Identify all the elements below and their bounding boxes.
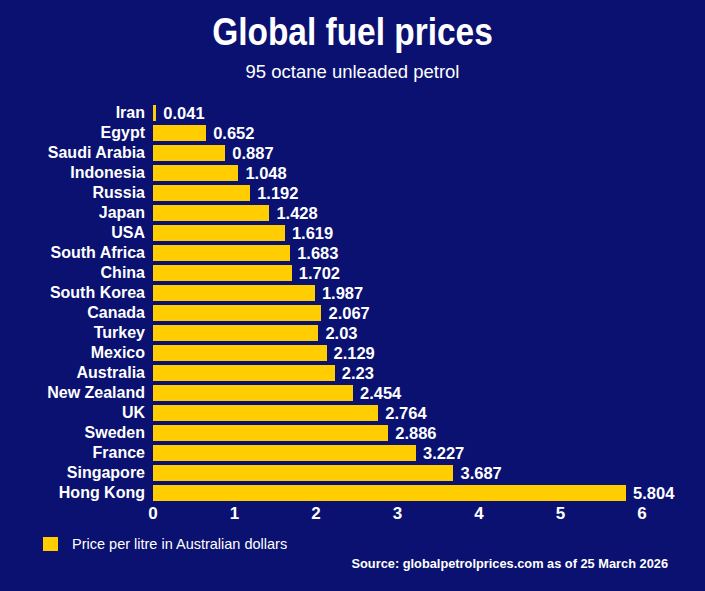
bar-row: New Zealand 2.454 bbox=[0, 383, 705, 403]
x-tick-label: 6 bbox=[637, 504, 646, 524]
x-tick-label: 0 bbox=[148, 504, 157, 524]
value-label: 2.03 bbox=[325, 324, 357, 343]
bar-row: Russia 1.192 bbox=[0, 183, 705, 203]
chart-title: Global fuel prices bbox=[42, 11, 662, 54]
value-label: 5.804 bbox=[633, 484, 674, 503]
bar-row: Sweden 2.886 bbox=[0, 423, 705, 443]
category-label: New Zealand bbox=[0, 384, 153, 402]
value-label: 3.227 bbox=[423, 444, 464, 463]
bar-row: Iran 0.041 bbox=[0, 103, 705, 123]
bar-row: Egypt 0.652 bbox=[0, 123, 705, 143]
category-label: France bbox=[0, 444, 153, 462]
legend: Price per litre in Australian dollars bbox=[43, 536, 287, 552]
chart-page: Global fuel prices 95 octane unleaded pe… bbox=[0, 0, 705, 591]
category-label: Egypt bbox=[0, 124, 153, 142]
value-label: 2.764 bbox=[385, 404, 426, 423]
legend-label: Price per litre in Australian dollars bbox=[72, 536, 287, 552]
category-label: Saudi Arabia bbox=[0, 144, 153, 162]
category-label: Turkey bbox=[0, 324, 153, 342]
category-label: China bbox=[0, 264, 153, 282]
bar bbox=[153, 125, 206, 141]
bar-chart: Iran0.041Egypt0.652Saudi Arabia0.887Indo… bbox=[0, 103, 705, 503]
bar bbox=[153, 305, 321, 321]
bar-row: USA 1.619 bbox=[0, 223, 705, 243]
legend-swatch-icon bbox=[43, 537, 58, 551]
bar-row: South Korea 1.987 bbox=[0, 283, 705, 303]
value-label: 0.652 bbox=[213, 124, 254, 143]
value-label: 1.048 bbox=[245, 164, 286, 183]
bar bbox=[153, 405, 378, 421]
x-tick-label: 2 bbox=[311, 504, 320, 524]
bar bbox=[153, 285, 315, 301]
value-label: 0.887 bbox=[232, 144, 273, 163]
bar bbox=[153, 445, 416, 461]
value-label: 3.687 bbox=[460, 464, 501, 483]
bar bbox=[153, 425, 388, 441]
chart-subtitle: 95 octane unleaded petrol bbox=[0, 61, 705, 83]
bar-row: Canada 2.067 bbox=[0, 303, 705, 323]
value-label: 0.041 bbox=[163, 104, 204, 123]
x-axis: 0 1 2 3 4 5 6 bbox=[0, 504, 705, 524]
bar bbox=[153, 205, 269, 221]
category-label: Australia bbox=[0, 364, 153, 382]
value-label: 2.454 bbox=[360, 384, 401, 403]
bar bbox=[153, 225, 285, 241]
bar bbox=[153, 265, 292, 281]
bar-row: Turkey 2.03 bbox=[0, 323, 705, 343]
bar-row: Singapore 3.687 bbox=[0, 463, 705, 483]
category-label: Hong Kong bbox=[0, 484, 153, 502]
bar bbox=[153, 165, 238, 181]
bar-row: UK 2.764 bbox=[0, 403, 705, 423]
value-label: 2.886 bbox=[395, 424, 436, 443]
category-label: Canada bbox=[0, 304, 153, 322]
x-tick-label: 1 bbox=[230, 504, 239, 524]
x-tick-label: 4 bbox=[474, 504, 483, 524]
category-label: Russia bbox=[0, 184, 153, 202]
value-label: 1.987 bbox=[322, 284, 363, 303]
bar-row: Japan 1.428 bbox=[0, 203, 705, 223]
bar bbox=[153, 325, 318, 341]
value-label: 1.619 bbox=[292, 224, 333, 243]
value-label: 2.129 bbox=[334, 344, 375, 363]
category-label: Sweden bbox=[0, 424, 153, 442]
category-label: Singapore bbox=[0, 464, 153, 482]
category-label: South Africa bbox=[0, 244, 153, 262]
bar bbox=[153, 385, 353, 401]
bar bbox=[153, 185, 250, 201]
value-label: 1.192 bbox=[257, 184, 298, 203]
bar-row: France 3.227 bbox=[0, 443, 705, 463]
category-label: Japan bbox=[0, 204, 153, 222]
category-label: Indonesia bbox=[0, 164, 153, 182]
bar bbox=[153, 465, 453, 481]
value-label: 1.683 bbox=[297, 244, 338, 263]
category-label: South Korea bbox=[0, 284, 153, 302]
bar bbox=[153, 145, 225, 161]
bar bbox=[153, 245, 290, 261]
x-tick-label: 5 bbox=[556, 504, 565, 524]
bar bbox=[153, 105, 156, 121]
bar-row: Saudi Arabia 0.887 bbox=[0, 143, 705, 163]
source-note: Source: globalpetrolprices.com as of 25 … bbox=[352, 556, 668, 571]
category-label: UK bbox=[0, 404, 153, 422]
value-label: 2.067 bbox=[328, 304, 369, 323]
bar-row: Indonesia 1.048 bbox=[0, 163, 705, 183]
bar bbox=[153, 485, 626, 501]
bar-row: Mexico 2.129 bbox=[0, 343, 705, 363]
bar-row: South Africa 1.683 bbox=[0, 243, 705, 263]
bar bbox=[153, 345, 327, 361]
x-tick-label: 3 bbox=[393, 504, 402, 524]
bar-row: China 1.702 bbox=[0, 263, 705, 283]
value-label: 1.428 bbox=[276, 204, 317, 223]
category-label: Iran bbox=[0, 104, 153, 122]
bar-row: Australia 2.23 bbox=[0, 363, 705, 383]
category-label: USA bbox=[0, 224, 153, 242]
bar-row: Hong Kong 5.804 bbox=[0, 483, 705, 503]
value-label: 2.23 bbox=[342, 364, 374, 383]
category-label: Mexico bbox=[0, 344, 153, 362]
bar bbox=[153, 365, 335, 381]
value-label: 1.702 bbox=[299, 264, 340, 283]
